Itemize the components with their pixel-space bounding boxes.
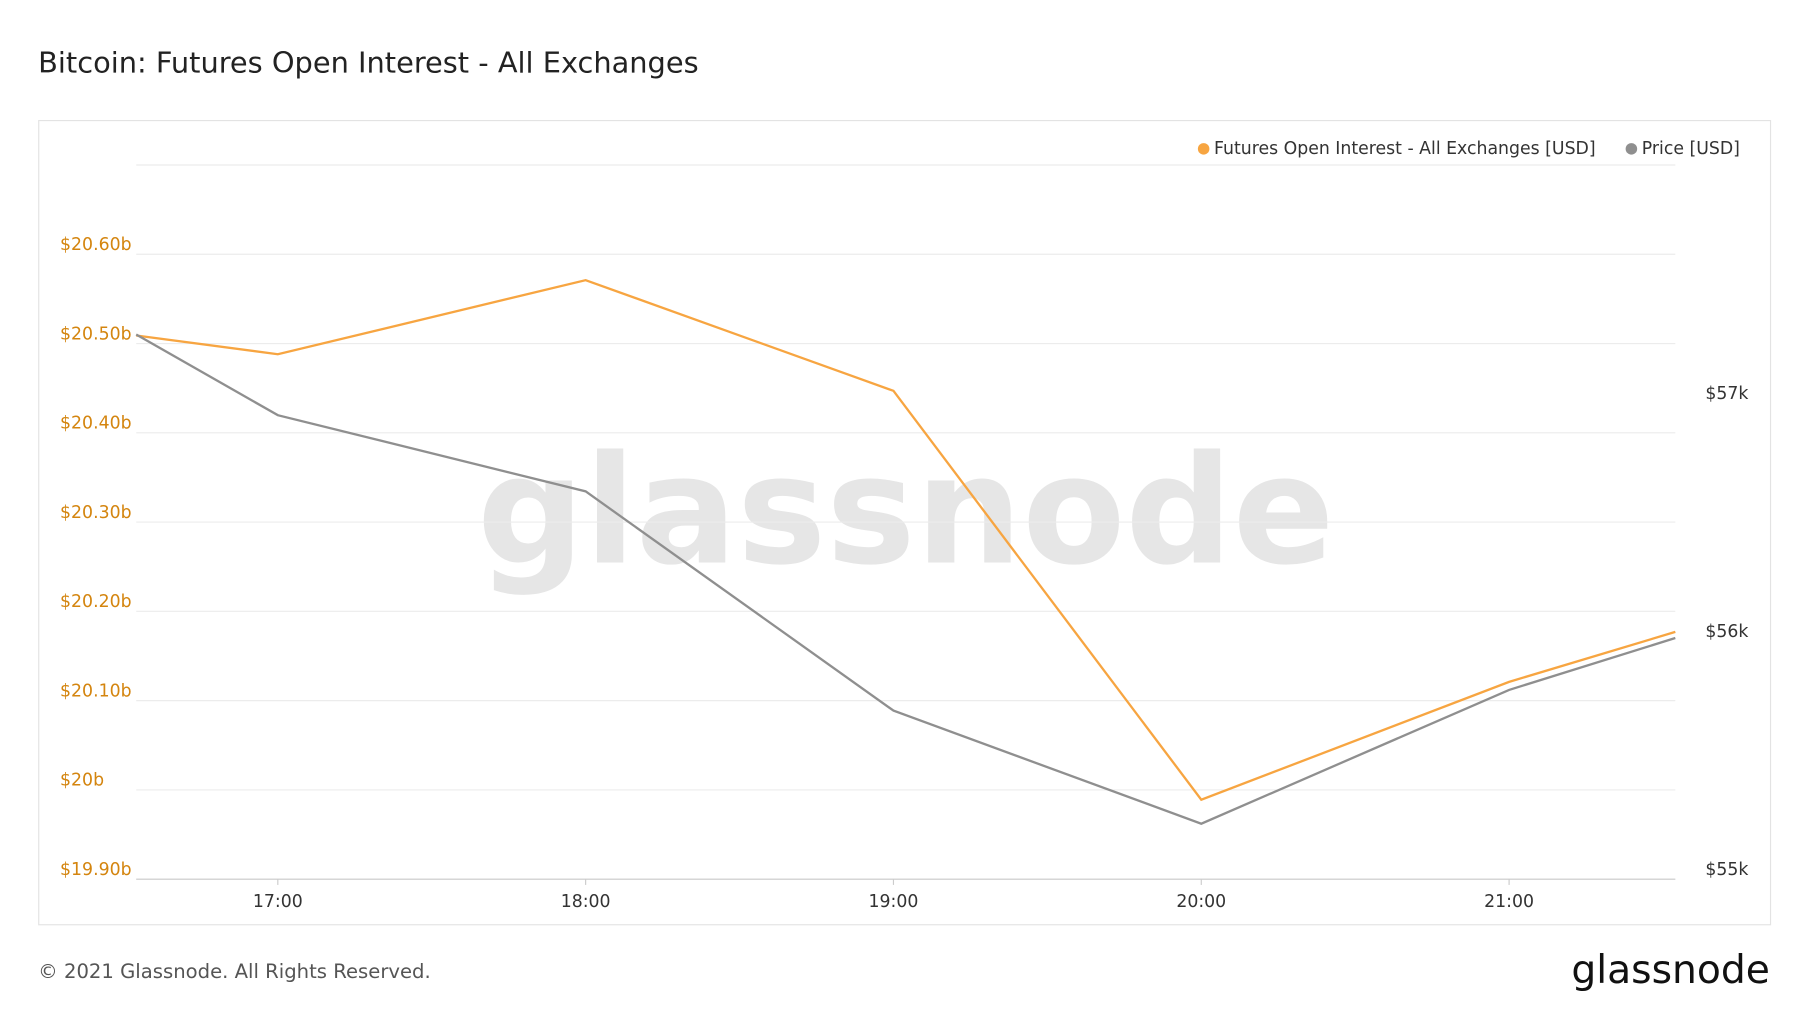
y-tick-label: $20.20b — [60, 592, 132, 612]
legend-marker — [1197, 143, 1210, 155]
x-tick-label: 20:00 — [1176, 892, 1226, 912]
y2-tick-label: $55k — [1705, 860, 1748, 880]
y-tick-label: $20.10b — [60, 681, 132, 701]
y2-tick-label: $56k — [1705, 622, 1748, 642]
x-tick-label: 18:00 — [561, 892, 611, 912]
y-tick-label: $20.40b — [60, 414, 132, 434]
y-tick-label: $20b — [60, 771, 104, 791]
logo: glassnode — [1571, 948, 1770, 993]
y-tick-label: $20.60b — [60, 235, 132, 255]
legend-label: Futures Open Interest - All Exchanges [U… — [1214, 139, 1596, 159]
series-line — [135, 333, 1676, 825]
x-tick-label: 17:00 — [253, 892, 303, 912]
legend-marker — [1625, 143, 1638, 155]
y-tick-label: $19.90b — [60, 860, 132, 880]
y-tick-label: $20.50b — [60, 324, 132, 344]
chart-title: Bitcoin: Futures Open Interest - All Exc… — [38, 46, 698, 80]
plot: $19.90b $20b $20.10b $20.20b $20.30b $20.40b $… — [60, 139, 1748, 912]
x-tick-label: 21:00 — [1484, 892, 1534, 912]
x-tick-label: 19:00 — [869, 892, 919, 912]
legend-label: Price [USD] — [1642, 139, 1740, 159]
y2-tick-label: $57k — [1705, 384, 1748, 404]
y-tick-label: $20.30b — [60, 503, 132, 523]
watermark: glassnode — [477, 425, 1334, 599]
footer: © 2021 Glassnode. All Rights Reserved. — [38, 960, 431, 983]
series-line — [136, 278, 1676, 802]
